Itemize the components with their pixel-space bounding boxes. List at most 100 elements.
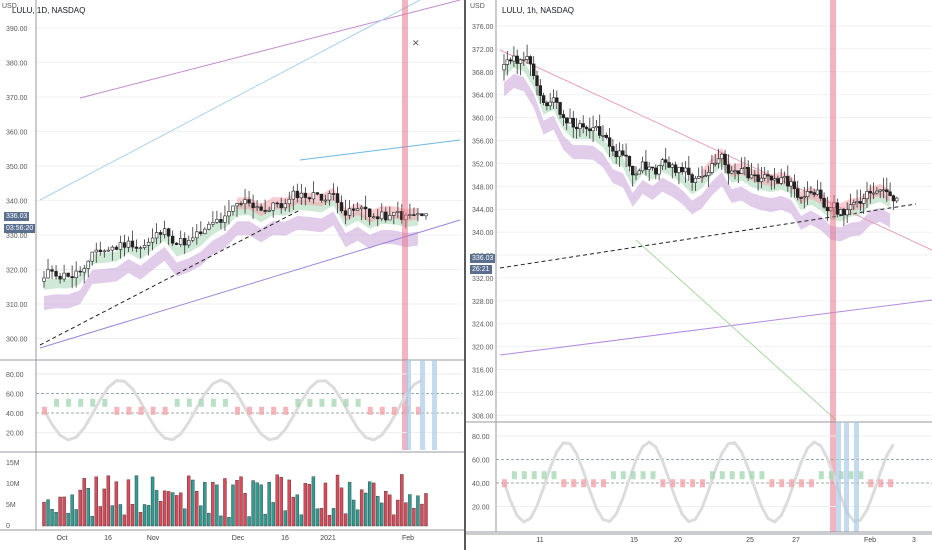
candle-body [614, 150, 618, 158]
current-price-badge: 336.03 [4, 212, 30, 221]
candle-body [211, 222, 215, 225]
candle-body [723, 153, 727, 166]
candle-body [518, 59, 523, 64]
pane-divider[interactable] [464, 0, 466, 550]
histogram-bar [749, 471, 755, 480]
histogram-bar [610, 471, 616, 480]
candle-body [50, 269, 54, 272]
chart-pane-hourly[interactable]: 376.00 372.00 368.00 364.00 360.00 356.00 352.… [466, 0, 932, 550]
volume-bar [134, 475, 139, 527]
volume-bar [275, 474, 279, 527]
volume-bar [223, 478, 227, 527]
candle-body [819, 189, 823, 199]
candle-body [855, 201, 859, 204]
candle-body [508, 59, 513, 62]
volume-axis-tick: 5M [6, 502, 16, 509]
candle-body [812, 192, 816, 195]
volume-bar [351, 499, 356, 527]
volume-bar [283, 510, 287, 527]
candle-body [522, 58, 526, 61]
daily-chart-canvas[interactable]: 390.00 380.00 370.00 360.00 350.00 340.00 330.… [0, 0, 464, 550]
trend-line [635, 239, 837, 421]
signal-band [406, 360, 411, 450]
histogram-bar [90, 398, 96, 407]
candle-body [888, 191, 892, 196]
candle-body [640, 161, 645, 172]
histogram-bar [174, 398, 180, 407]
volume-bar [195, 490, 199, 527]
histogram-bar [660, 479, 666, 488]
trend-line [39, 0, 421, 201]
candle-body [327, 193, 332, 201]
volume-bar [106, 475, 111, 527]
volume-bar [215, 484, 219, 527]
candle-body [331, 193, 336, 195]
candle-body [323, 199, 328, 202]
time-axis-tick: 15 [630, 537, 638, 544]
volume-bar [110, 505, 115, 527]
candle-body [604, 135, 608, 138]
volume-bar [162, 490, 167, 527]
histogram-bar [541, 471, 547, 480]
histogram-bar [511, 471, 517, 480]
candle-body [795, 188, 800, 198]
candle-body [545, 102, 549, 107]
candle-body [376, 216, 380, 220]
candle-body [779, 177, 783, 184]
candle-body [102, 250, 107, 253]
volume-bar [311, 476, 316, 527]
histogram-bar [690, 479, 696, 488]
candle-body [207, 223, 211, 230]
candle-body [299, 192, 304, 199]
candle-body [858, 201, 863, 204]
candle-body [231, 205, 235, 212]
volume-bar [384, 491, 388, 527]
volume-bar [239, 476, 243, 527]
candle-body [805, 191, 810, 197]
volume-bar [46, 499, 50, 527]
volume-bar [231, 484, 235, 527]
candle-body [822, 197, 826, 208]
histogram-bar [521, 471, 527, 480]
candle-body [584, 126, 589, 130]
histogram-bar [878, 479, 884, 488]
symbol-title: LULU, 1D, NASDAQ [12, 6, 86, 15]
histogram-bar [367, 406, 373, 415]
histogram-bar [779, 479, 785, 488]
candle-body [271, 202, 275, 211]
volume-bar [392, 514, 396, 527]
price-axis-tick: 364.00 [472, 93, 494, 100]
volume-bar [307, 484, 312, 527]
volume-bar [50, 509, 54, 527]
volume-bar [183, 508, 187, 527]
candle-body [865, 191, 869, 199]
candle-body [601, 135, 605, 137]
price-axis-tick: 324.00 [472, 322, 494, 329]
candle-body [367, 208, 372, 218]
candle-body [335, 193, 340, 203]
price-axis-tick: 316.00 [472, 368, 494, 375]
candle-body [343, 210, 348, 216]
candle-body [571, 117, 576, 128]
candle-body [756, 174, 760, 182]
time-axis-tick: 16 [104, 535, 112, 542]
histogram-bar [66, 398, 72, 407]
candle-body [607, 137, 612, 147]
volume-axis-tick: 0 [6, 523, 10, 530]
volume-bar [247, 516, 251, 527]
volume-bar [138, 512, 143, 527]
chart-pane-daily[interactable]: 390.00 380.00 370.00 360.00 350.00 340.00 330.… [0, 0, 464, 550]
volume-bar [299, 514, 304, 527]
price-axis-tick: 320.00 [472, 345, 494, 352]
osc-axis-tick: 60.00 [6, 392, 24, 399]
volume-bar [323, 482, 328, 527]
candle-body [835, 202, 839, 215]
oscillator-wave [502, 440, 895, 524]
candle-body [58, 275, 62, 280]
histogram-bar [126, 406, 132, 415]
candle-body [852, 202, 856, 206]
candle-body [693, 177, 698, 183]
histogram-bar [858, 471, 864, 480]
hourly-chart-canvas[interactable]: 376.00372.00368.00364.00360.00356.00352.… [466, 0, 932, 550]
close-icon[interactable]: ✕ [412, 38, 420, 48]
